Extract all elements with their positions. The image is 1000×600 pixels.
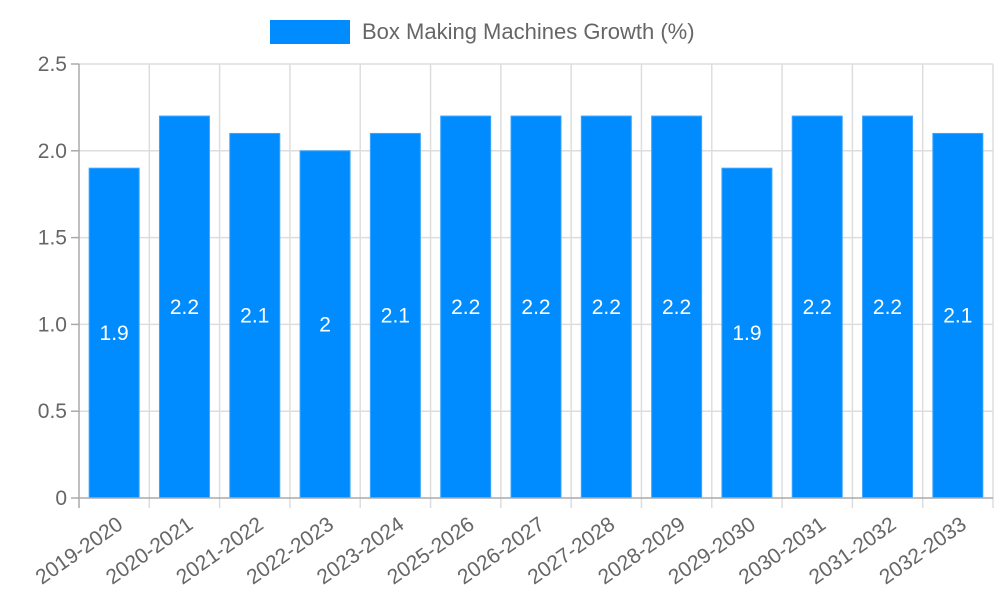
y-tick-label: 0.5	[38, 400, 67, 423]
y-tick-label: 2.0	[38, 140, 67, 163]
data-label: 1.9	[100, 322, 129, 345]
y-tick-label: 1.0	[38, 313, 67, 336]
chart-legend[interactable]: Box Making Machines Growth (%)	[270, 19, 695, 45]
bar[interactable]	[88, 167, 140, 499]
y-tick-label: 0	[55, 487, 67, 510]
bar[interactable]	[580, 115, 632, 499]
x-axis-ticks: 2019-20202020-20212021-20222022-20232023…	[32, 513, 971, 590]
legend-label: Box Making Machines Growth (%)	[362, 19, 695, 44]
data-label: 2.2	[521, 296, 550, 319]
bar[interactable]	[440, 115, 492, 499]
data-label: 2.2	[662, 296, 691, 319]
bar[interactable]	[229, 132, 281, 499]
legend-swatch	[270, 20, 350, 44]
axes	[78, 64, 993, 508]
data-label: 2.1	[943, 305, 972, 328]
bar[interactable]	[862, 115, 914, 499]
data-label: 2.2	[592, 296, 621, 319]
gridlines	[79, 63, 994, 508]
data-label: 2.2	[170, 296, 199, 319]
bars	[88, 115, 984, 499]
data-label: 2.1	[381, 305, 410, 328]
y-tick-label: 2.5	[38, 53, 67, 76]
data-label: 2.1	[240, 305, 269, 328]
data-label: 2.2	[803, 296, 832, 319]
bar[interactable]	[158, 115, 210, 499]
y-tick-label: 1.5	[38, 227, 67, 250]
data-label: 2.2	[451, 296, 480, 319]
data-labels: 1.9 2.2 2.1 2 2.1 2.2 2.2 2.2 2.2 1.9 2.2 2.2 2.1	[100, 296, 973, 345]
bar[interactable]	[510, 115, 562, 499]
bar[interactable]	[932, 132, 984, 499]
bar[interactable]	[299, 150, 351, 499]
bar[interactable]	[651, 115, 703, 499]
data-label: 1.9	[732, 322, 761, 345]
bar[interactable]	[721, 167, 773, 499]
bar[interactable]	[791, 115, 843, 499]
data-label: 2.2	[873, 296, 902, 319]
data-label: 2	[319, 313, 331, 336]
bar[interactable]	[369, 132, 421, 499]
y-axis-ticks: 0 0.5 1.0 1.5 2.0 2.5	[38, 53, 79, 510]
